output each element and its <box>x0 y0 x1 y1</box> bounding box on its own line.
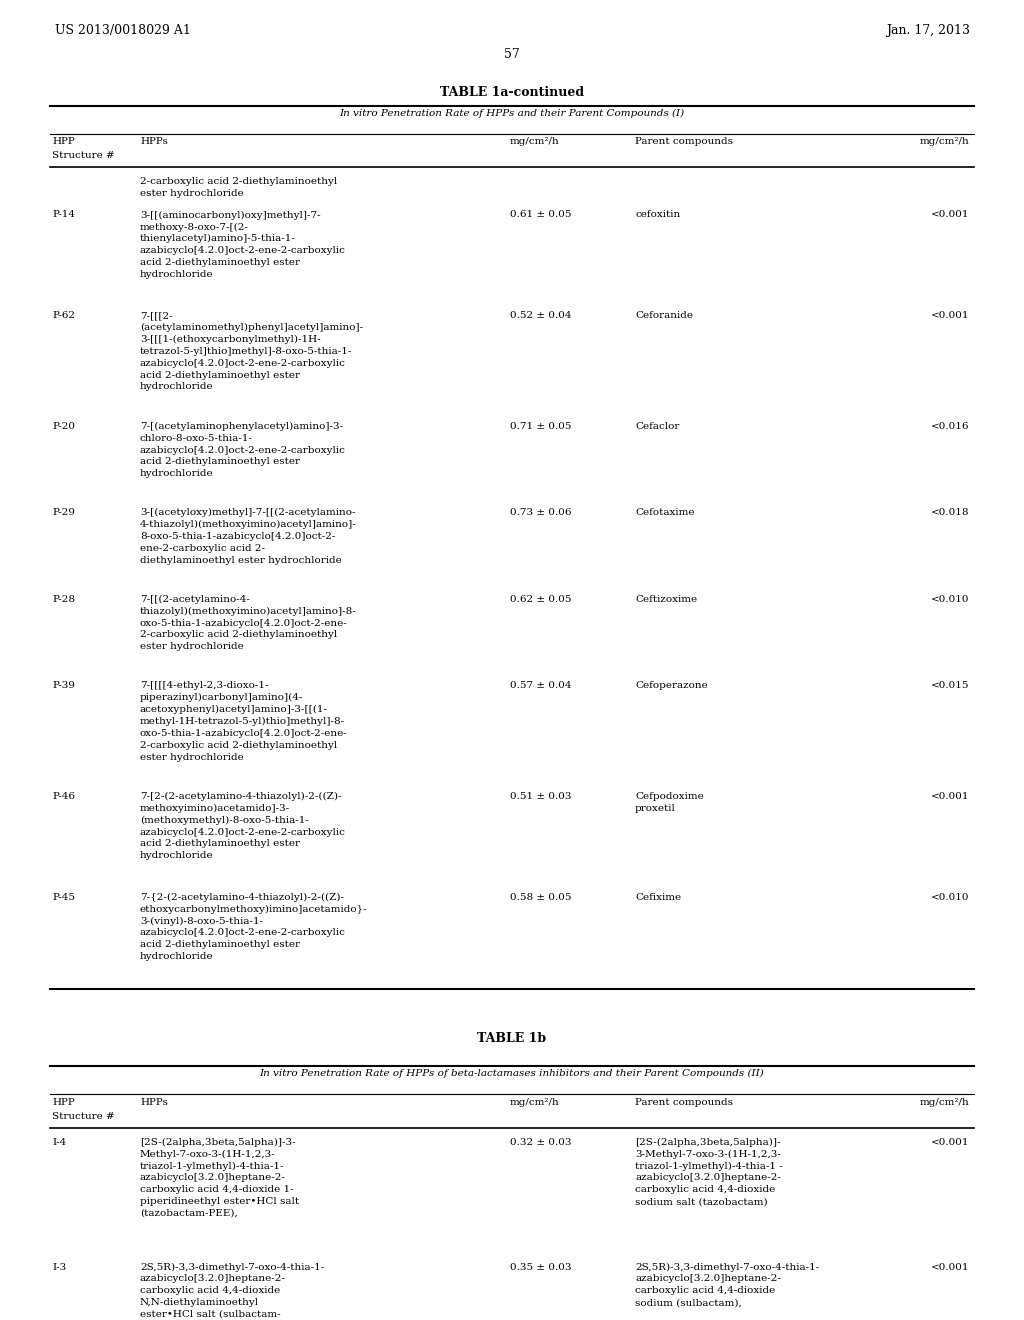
Text: 7-{2-(2-acetylamino-4-thiazolyl)-2-((Z)-
ethoxycarbonylmethoxy)imino]acetamido}-: 7-{2-(2-acetylamino-4-thiazolyl)-2-((Z)-… <box>140 892 368 961</box>
Text: 2S,5R)-3,3-dimethyl-7-oxo-4-thia-1-
azabicyclo[3.2.0]heptane-2-
carboxylic acid : 2S,5R)-3,3-dimethyl-7-oxo-4-thia-1- azab… <box>140 1262 325 1319</box>
Text: Ceftizoxime: Ceftizoxime <box>635 595 697 603</box>
Text: mg/cm²/h: mg/cm²/h <box>920 137 969 147</box>
Text: <0.010: <0.010 <box>931 595 969 603</box>
Text: 0.73 ± 0.06: 0.73 ± 0.06 <box>510 508 571 517</box>
Text: 0.61 ± 0.05: 0.61 ± 0.05 <box>510 210 571 219</box>
Text: In vitro Penetration Rate of HPPs and their Parent Compounds (I): In vitro Penetration Rate of HPPs and th… <box>339 108 685 117</box>
Text: <0.015: <0.015 <box>931 681 969 690</box>
Text: Cefpodoxime
proxetil: Cefpodoxime proxetil <box>635 792 703 813</box>
Text: mg/cm²/h: mg/cm²/h <box>510 137 560 147</box>
Text: In vitro Penetration Rate of HPPs of beta-lactamases inhibitors and their Parent: In vitro Penetration Rate of HPPs of bet… <box>260 1068 764 1077</box>
Text: HPP: HPP <box>52 1098 75 1107</box>
Text: 57: 57 <box>504 48 520 61</box>
Text: Ceforanide: Ceforanide <box>635 312 693 321</box>
Text: cefoxitin: cefoxitin <box>635 210 680 219</box>
Text: <0.001: <0.001 <box>931 210 969 219</box>
Text: 7-[[[2-
(acetylaminomethyl)phenyl]acetyl]amino]-
3-[[[1-(ethoxycarbonylmethyl)-1: 7-[[[2- (acetylaminomethyl)phenyl]acetyl… <box>140 312 364 392</box>
Text: 0.51 ± 0.03: 0.51 ± 0.03 <box>510 792 571 801</box>
Text: Parent compounds: Parent compounds <box>635 137 733 147</box>
Text: TABLE 1b: TABLE 1b <box>477 1032 547 1045</box>
Text: P-46: P-46 <box>52 792 75 801</box>
Text: P-20: P-20 <box>52 422 75 430</box>
Text: 3-[[(aminocarbonyl)oxy]methyl]-7-
methoxy-8-oxo-7-[(2-
thienylacetyl)amino]-5-th: 3-[[(aminocarbonyl)oxy]methyl]-7- methox… <box>140 210 346 279</box>
Text: <0.001: <0.001 <box>931 312 969 321</box>
Text: I-3: I-3 <box>52 1262 67 1271</box>
Text: TABLE 1a-continued: TABLE 1a-continued <box>440 87 584 99</box>
Text: 0.32 ± 0.03: 0.32 ± 0.03 <box>510 1138 571 1147</box>
Text: HPPs: HPPs <box>140 137 168 147</box>
Text: Cefaclor: Cefaclor <box>635 422 679 430</box>
Text: [2S-(2alpha,3beta,5alpha)]-3-
Methyl-7-oxo-3-(1H-1,2,3-
triazol-1-ylmethyl)-4-th: [2S-(2alpha,3beta,5alpha)]-3- Methyl-7-o… <box>140 1138 299 1218</box>
Text: Structure #: Structure # <box>52 150 115 160</box>
Text: <0.010: <0.010 <box>931 892 969 902</box>
Text: P-29: P-29 <box>52 508 75 517</box>
Text: [2S-(2alpha,3beta,5alpha)]-
3-Methyl-7-oxo-3-(1H-1,2,3-
triazol-1-ylmethyl)-4-th: [2S-(2alpha,3beta,5alpha)]- 3-Methyl-7-o… <box>635 1138 782 1206</box>
Text: Cefotaxime: Cefotaxime <box>635 508 694 517</box>
Text: mg/cm²/h: mg/cm²/h <box>510 1098 560 1107</box>
Text: P-62: P-62 <box>52 312 75 321</box>
Text: I-4: I-4 <box>52 1138 67 1147</box>
Text: Cefixime: Cefixime <box>635 892 681 902</box>
Text: 7-[(acetylaminophenylacetyl)amino]-3-
chloro-8-oxo-5-thia-1-
azabicyclo[4.2.0]oc: 7-[(acetylaminophenylacetyl)amino]-3- ch… <box>140 422 346 478</box>
Text: <0.001: <0.001 <box>931 1262 969 1271</box>
Text: 0.62 ± 0.05: 0.62 ± 0.05 <box>510 595 571 603</box>
Text: <0.001: <0.001 <box>931 792 969 801</box>
Text: <0.016: <0.016 <box>931 422 969 430</box>
Text: 0.35 ± 0.03: 0.35 ± 0.03 <box>510 1262 571 1271</box>
Text: 0.52 ± 0.04: 0.52 ± 0.04 <box>510 312 571 321</box>
Text: 7-[[[[4-ethyl-2,3-dioxo-1-
piperazinyl)carbonyl]amino](4-
acetoxyphenyl)acetyl]a: 7-[[[[4-ethyl-2,3-dioxo-1- piperazinyl)c… <box>140 681 348 762</box>
Text: Parent compounds: Parent compounds <box>635 1098 733 1107</box>
Text: <0.001: <0.001 <box>931 1138 969 1147</box>
Text: Jan. 17, 2013: Jan. 17, 2013 <box>886 24 970 37</box>
Text: P-45: P-45 <box>52 892 75 902</box>
Text: 0.57 ± 0.04: 0.57 ± 0.04 <box>510 681 571 690</box>
Text: Cefoperazone: Cefoperazone <box>635 681 708 690</box>
Text: 7-[2-(2-acetylamino-4-thiazolyl)-2-((Z)-
methoxyimino)acetamido]-3-
(methoxymeth: 7-[2-(2-acetylamino-4-thiazolyl)-2-((Z)-… <box>140 792 346 861</box>
Text: P-28: P-28 <box>52 595 75 603</box>
Text: 0.71 ± 0.05: 0.71 ± 0.05 <box>510 422 571 430</box>
Text: mg/cm²/h: mg/cm²/h <box>920 1098 969 1107</box>
Text: P-14: P-14 <box>52 210 75 219</box>
Text: 3-[(acetyloxy)methyl]-7-[[(2-acetylamino-
4-thiazolyl)(methoxyimino)acetyl]amino: 3-[(acetyloxy)methyl]-7-[[(2-acetylamino… <box>140 508 356 565</box>
Text: 7-[[(2-acetylamino-4-
thiazolyl)(methoxyimino)acetyl]amino]-8-
oxo-5-thia-1-azab: 7-[[(2-acetylamino-4- thiazolyl)(methoxy… <box>140 595 356 651</box>
Text: HPPs: HPPs <box>140 1098 168 1107</box>
Text: HPP: HPP <box>52 137 75 147</box>
Text: Structure #: Structure # <box>52 1111 115 1121</box>
Text: P-39: P-39 <box>52 681 75 690</box>
Text: 0.58 ± 0.05: 0.58 ± 0.05 <box>510 892 571 902</box>
Text: <0.018: <0.018 <box>931 508 969 517</box>
Text: 2-carboxylic acid 2-diethylaminoethyl
ester hydrochloride: 2-carboxylic acid 2-diethylaminoethyl es… <box>140 177 337 198</box>
Text: US 2013/0018029 A1: US 2013/0018029 A1 <box>55 24 190 37</box>
Text: 2S,5R)-3,3-dimethyl-7-oxo-4-thia-1-
azabicyclo[3.2.0]heptane-2-
carboxylic acid : 2S,5R)-3,3-dimethyl-7-oxo-4-thia-1- azab… <box>635 1262 819 1307</box>
